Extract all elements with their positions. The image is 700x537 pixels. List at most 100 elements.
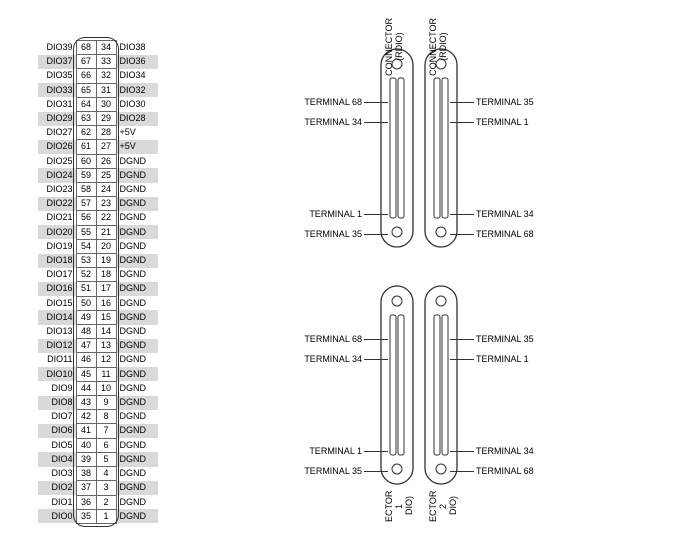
pin-left-num: 51	[76, 282, 96, 296]
pin-right-label: DGND	[116, 353, 158, 367]
connector-body	[380, 48, 414, 253]
pin-right-label: DGND	[116, 339, 158, 353]
pin-left-label: DIO8	[38, 396, 76, 410]
pin-left-num: 41	[76, 424, 96, 438]
pin-right-num: 15	[96, 310, 116, 324]
pin-row: DIO256026DGND	[38, 154, 158, 168]
pin-right-num: 6	[96, 438, 116, 452]
pin-right-num: 1	[96, 509, 116, 523]
pin-left-label: DIO12	[38, 339, 76, 353]
pin-left-label: DIO3	[38, 467, 76, 481]
pin-left-label: DIO15	[38, 296, 76, 310]
terminal-label: TERMINAL 35	[476, 334, 534, 344]
pin-right-label: DGND	[116, 424, 158, 438]
pin-row: DIO5406DGND	[38, 438, 158, 452]
pin-row: DIO276228+5V	[38, 126, 158, 140]
pin-left-label: DIO18	[38, 254, 76, 268]
pin-left-num: 36	[76, 495, 96, 509]
pin-right-num: 21	[96, 225, 116, 239]
terminal-label: TERMINAL 1	[476, 354, 529, 364]
pin-left-num: 37	[76, 481, 96, 495]
pin-right-label: DGND	[116, 325, 158, 339]
pin-right-num: 31	[96, 83, 116, 97]
pin-right-num: 27	[96, 140, 116, 154]
pin-right-num: 23	[96, 197, 116, 211]
pin-left-num: 45	[76, 367, 96, 381]
pin-left-label: DIO19	[38, 239, 76, 253]
leader-line	[450, 339, 474, 340]
pin-row: DIO396834DIO38	[38, 41, 158, 55]
terminal-label: TERMINAL 34	[476, 446, 534, 456]
pin-left-label: DIO0	[38, 509, 76, 523]
pin-left-num: 68	[76, 41, 96, 55]
pin-row: DIO235824DGND	[38, 183, 158, 197]
pin-left-label: DIO9	[38, 381, 76, 395]
pin-left-num: 64	[76, 97, 96, 111]
terminal-label: TERMINAL 35	[476, 97, 534, 107]
connector-vlabel: ECTOR 1DIO)	[384, 487, 414, 525]
pin-right-label: DGND	[116, 467, 158, 481]
pin-row: DIO185319DGND	[38, 254, 158, 268]
pin-row: DIO205521DGND	[38, 225, 158, 239]
leader-line	[364, 214, 388, 215]
pin-row: DIO104511DGND	[38, 367, 158, 381]
pin-right-num: 13	[96, 339, 116, 353]
pin-right-label: DGND	[116, 296, 158, 310]
pin-left-label: DIO14	[38, 310, 76, 324]
pin-left-num: 67	[76, 55, 96, 69]
pin-left-num: 35	[76, 509, 96, 523]
pin-right-num: 18	[96, 268, 116, 282]
pin-row: DIO144915DGND	[38, 310, 158, 324]
pin-left-label: DIO27	[38, 126, 76, 140]
pin-right-num: 19	[96, 254, 116, 268]
pin-right-label: DGND	[116, 183, 158, 197]
pin-right-label: DGND	[116, 310, 158, 324]
pin-row: DIO7428DGND	[38, 410, 158, 424]
connector-body	[380, 285, 414, 490]
pin-left-num: 55	[76, 225, 96, 239]
pin-right-label: DGND	[116, 381, 158, 395]
pin-right-num: 22	[96, 211, 116, 225]
connector-body	[424, 48, 458, 253]
pin-right-label: DGND	[116, 396, 158, 410]
pin-left-label: DIO22	[38, 197, 76, 211]
pin-row: DIO336531DIO32	[38, 83, 158, 97]
pin-left-label: DIO4	[38, 452, 76, 466]
pin-right-label: DGND	[116, 438, 158, 452]
pin-left-label: DIO24	[38, 168, 76, 182]
terminal-label: TERMINAL 34	[304, 117, 362, 127]
pin-left-num: 42	[76, 410, 96, 424]
pin-row: DIO2373DGND	[38, 481, 158, 495]
terminal-label: TERMINAL 68	[304, 97, 362, 107]
pin-right-label: DGND	[116, 197, 158, 211]
pin-left-label: DIO35	[38, 69, 76, 83]
pin-left-label: DIO16	[38, 282, 76, 296]
pin-right-num: 7	[96, 424, 116, 438]
leader-line	[364, 339, 388, 340]
pin-row: DIO6417DGND	[38, 424, 158, 438]
pin-right-label: +5V	[116, 126, 158, 140]
pin-right-label: DIO36	[116, 55, 158, 69]
pin-right-num: 34	[96, 41, 116, 55]
pin-left-num: 61	[76, 140, 96, 154]
pin-right-label: DGND	[116, 410, 158, 424]
pin-row: DIO4395DGND	[38, 452, 158, 466]
pin-left-num: 65	[76, 83, 96, 97]
pin-left-label: DIO17	[38, 268, 76, 282]
pin-right-num: 5	[96, 452, 116, 466]
pin-right-label: DIO30	[116, 97, 158, 111]
pin-left-num: 44	[76, 381, 96, 395]
pin-right-label: DGND	[116, 452, 158, 466]
pin-right-num: 28	[96, 126, 116, 140]
connector-pair: CONNECTOR(RDIO)CONNECTOR(RDIO)TERMINAL 6…	[380, 20, 458, 260]
pin-row: DIO225723DGND	[38, 197, 158, 211]
pin-row: DIO94410DGND	[38, 381, 158, 395]
pin-row: DIO376733DIO36	[38, 55, 158, 69]
terminal-label: TERMINAL 1	[476, 117, 529, 127]
pin-left-label: DIO20	[38, 225, 76, 239]
pin-row: DIO0351DGND	[38, 509, 158, 523]
pin-right-num: 3	[96, 481, 116, 495]
leader-line	[364, 234, 388, 235]
pin-left-num: 39	[76, 452, 96, 466]
leader-line	[450, 102, 474, 103]
